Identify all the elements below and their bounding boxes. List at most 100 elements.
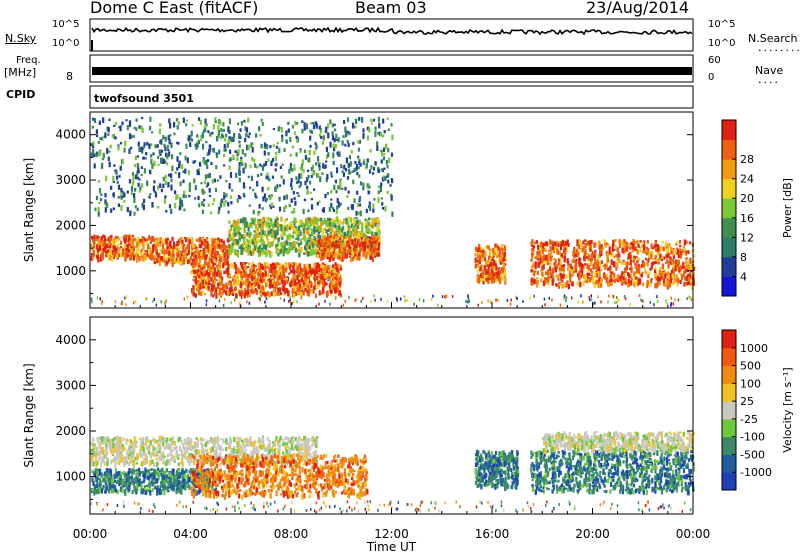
power-cell [615, 301, 618, 305]
power-cell [611, 246, 614, 251]
power-cell [141, 116, 144, 120]
power-cell [324, 299, 326, 303]
power-cell [569, 276, 572, 283]
power-cell [672, 253, 676, 259]
power-cell [129, 210, 132, 217]
power-cell [163, 255, 166, 259]
power-ytick-label: 3000 [55, 173, 86, 187]
power-cell [474, 264, 477, 269]
power-cell [147, 244, 150, 250]
power-cell [271, 241, 274, 247]
power-cell [280, 175, 283, 179]
power-cell [494, 251, 497, 256]
power-cell [633, 262, 637, 266]
power-cell [345, 241, 348, 248]
power-cell [589, 261, 592, 267]
power-cell [111, 134, 114, 138]
power-cell [620, 273, 623, 278]
power-cell [691, 284, 694, 291]
power-cell [132, 177, 135, 184]
power-cell [567, 261, 570, 266]
power-cell [283, 280, 286, 286]
power-cell [222, 284, 225, 291]
power-cell [214, 117, 217, 121]
power-cell [246, 290, 249, 295]
power-cell [120, 302, 123, 306]
power-cell [297, 248, 300, 252]
power-cell [344, 221, 347, 225]
power-cell [242, 192, 245, 196]
power-cell [245, 221, 249, 226]
power-cell [664, 261, 668, 264]
power-cell [263, 150, 266, 156]
power-cell [495, 247, 498, 254]
power-cell [205, 123, 208, 127]
power-cell [380, 197, 383, 200]
power-cell [185, 123, 188, 127]
power-cell [266, 273, 269, 278]
power-cell [239, 245, 242, 248]
power-cell [104, 132, 107, 139]
power-cell [152, 152, 155, 156]
power-cell [247, 279, 250, 284]
power-cell [570, 269, 574, 274]
power-cell [324, 164, 327, 169]
power-cell [277, 287, 280, 293]
power-cell [593, 242, 596, 249]
power-cell [186, 157, 189, 164]
power-cell [194, 254, 197, 259]
power-cell [477, 277, 480, 284]
power-cell [315, 266, 318, 271]
power-cell [309, 288, 312, 293]
power-cell [497, 271, 500, 275]
power-cell [597, 295, 599, 299]
power-cell [318, 290, 321, 296]
power-cell [116, 252, 119, 258]
power-cell [662, 272, 665, 276]
power-cell [299, 275, 302, 279]
power-cell [275, 151, 278, 156]
power-cell [354, 168, 357, 172]
power-cell [565, 246, 568, 252]
power-cell [637, 278, 640, 284]
power-cell [688, 277, 691, 281]
power-cell [669, 261, 672, 265]
power-cell [655, 284, 658, 289]
power-cell [384, 205, 387, 212]
power-cell [354, 125, 357, 129]
power-cell [174, 190, 177, 195]
power-cell [199, 120, 202, 125]
power-cell [211, 279, 214, 285]
power-cell [536, 258, 540, 261]
power-cell [685, 275, 688, 282]
power-cell [118, 247, 121, 252]
power-cell [240, 245, 243, 249]
power-cell [259, 163, 262, 167]
power-cell [124, 303, 127, 307]
noise-trace [91, 26, 693, 36]
power-cell [244, 223, 247, 228]
power-cell [375, 253, 378, 257]
power-cell [559, 267, 562, 270]
power-cell [195, 238, 199, 242]
power-cell [231, 189, 234, 192]
power-cell [530, 241, 533, 246]
power-cell [176, 253, 179, 257]
power-cell [183, 297, 186, 301]
power-cell [161, 250, 164, 254]
power-cell [153, 190, 157, 193]
power-cell [329, 286, 332, 292]
power-cell [295, 287, 298, 291]
power-cell [337, 185, 340, 190]
power-cell [291, 145, 294, 149]
power-cell [552, 279, 555, 284]
power-cell [313, 285, 316, 291]
power-cell [491, 269, 494, 274]
power-cell [217, 129, 220, 136]
power-cell [283, 245, 286, 251]
power-cell [255, 133, 258, 138]
power-cell [589, 244, 593, 249]
power-cell [283, 206, 286, 212]
power-cell [386, 190, 389, 195]
power-cell [247, 249, 250, 256]
